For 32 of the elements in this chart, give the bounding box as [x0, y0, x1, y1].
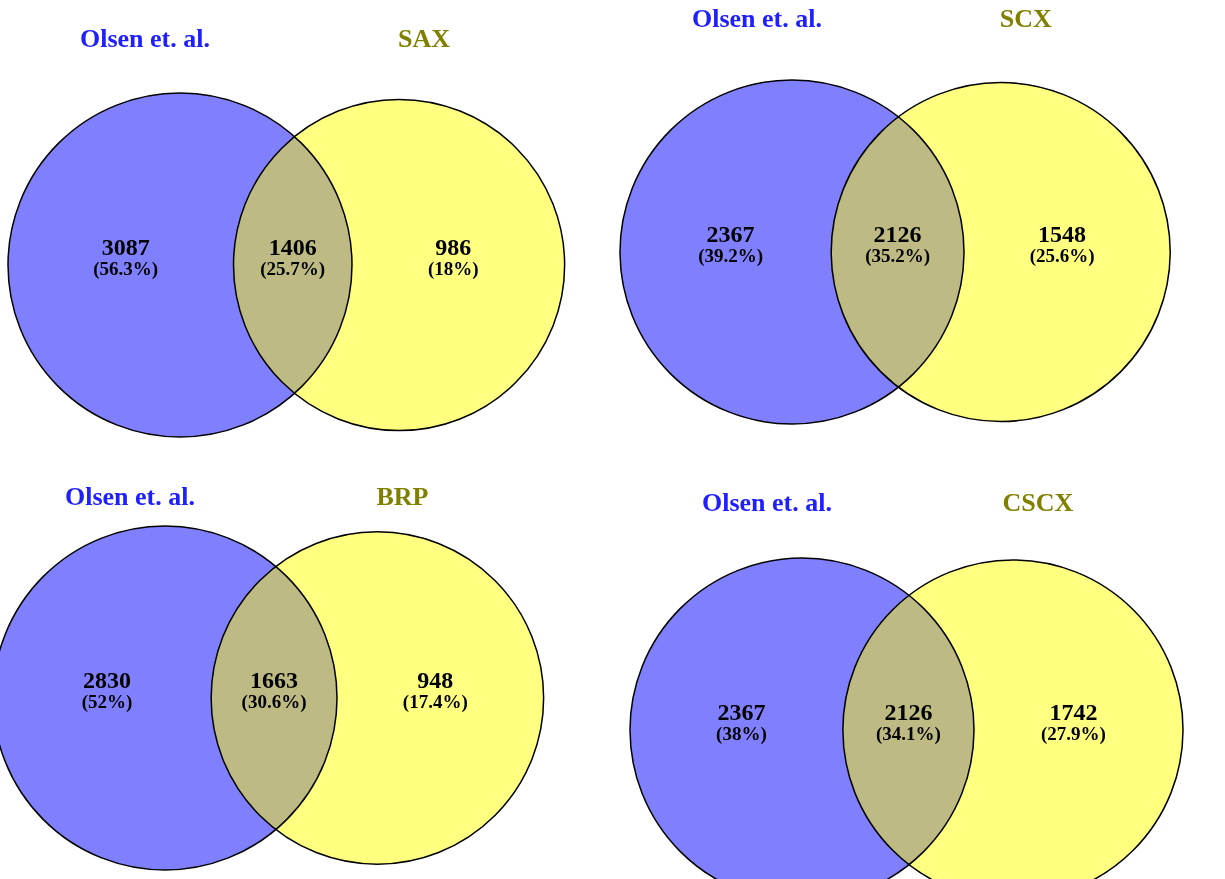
- text: (39.2%): [698, 245, 764, 267]
- text: Olsen et. al.: [65, 482, 195, 511]
- text: (25.6%): [1029, 245, 1095, 267]
- text: (30.6%): [241, 691, 307, 713]
- text: Olsen et. al.: [702, 488, 832, 517]
- data-label: 1663: [250, 667, 299, 693]
- data-label: 948: [417, 667, 454, 693]
- text: Olsen et. al.: [80, 24, 210, 53]
- data-label: 3087: [101, 234, 150, 260]
- data-label: 2367: [706, 221, 755, 247]
- data-label: 2830: [83, 667, 132, 693]
- text: (52%): [81, 691, 133, 713]
- text: SCX: [999, 4, 1052, 33]
- text: BRP: [376, 482, 429, 511]
- data-label: 2126: [873, 221, 922, 247]
- data-label: 1548: [1038, 221, 1087, 247]
- data-label: 1406: [268, 234, 317, 260]
- text: SAX: [398, 24, 451, 53]
- text: (27.9%): [1041, 723, 1106, 745]
- data-label: 986: [435, 234, 472, 260]
- text: (17.4%): [402, 691, 468, 713]
- text: (35.2%): [865, 245, 931, 267]
- text: (18%): [427, 258, 479, 280]
- text: CSCX: [1002, 488, 1074, 517]
- text: Olsen et. al.: [692, 4, 822, 33]
- data-label: 2367: [717, 699, 766, 725]
- text: (56.3%): [93, 258, 159, 280]
- text: (38%): [716, 723, 767, 745]
- text: (25.7%): [260, 258, 326, 280]
- data-label: 1742: [1049, 699, 1098, 725]
- text: (34.1%): [875, 723, 941, 745]
- data-label: 2126: [884, 699, 933, 725]
